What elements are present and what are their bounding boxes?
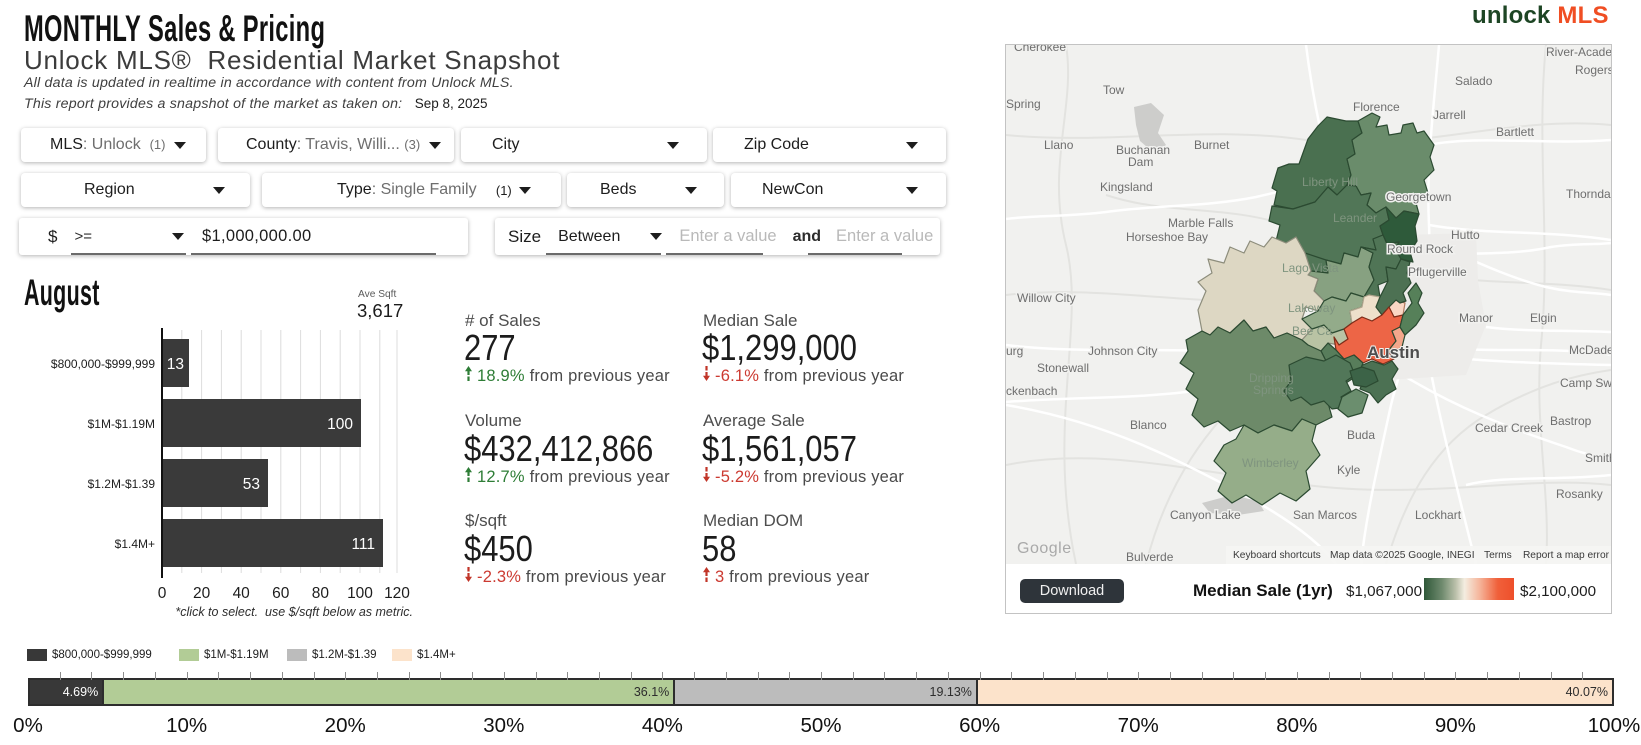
svg-text:100: 100 [347, 585, 373, 602]
svg-text:Map data ©2025 Google, INEGI: Map data ©2025 Google, INEGI [1330, 550, 1475, 561]
svg-text:Lockhart: Lockhart [1415, 508, 1462, 522]
svg-text:Round Rock: Round Rock [1387, 242, 1454, 256]
svg-text:ckenbach: ckenbach [1006, 384, 1057, 398]
svg-text:Austin: Austin [1367, 343, 1420, 362]
svg-text:Springs: Springs [1253, 383, 1294, 397]
svg-text:40: 40 [233, 585, 251, 602]
svg-text:$1M-$1.19M: $1M-$1.19M [88, 417, 155, 431]
svg-text:$1.4M+: $1.4M+ [115, 537, 155, 551]
svg-text:Cherokee: Cherokee [1014, 45, 1066, 54]
svg-text:Bulverde: Bulverde [1126, 550, 1174, 564]
svg-text:120: 120 [384, 585, 410, 602]
svg-text:Wimberley: Wimberley [1242, 456, 1299, 470]
svg-text:*click to select. use $/sqft: *click to select. use $/sqft below as me… [175, 605, 413, 619]
svg-text:Camp Swift: Camp Swift [1560, 376, 1611, 390]
svg-text:Terms: Terms [1484, 550, 1512, 561]
svg-text:Blanco: Blanco [1130, 418, 1167, 432]
svg-text:20: 20 [193, 585, 211, 602]
svg-text:San Marcos: San Marcos [1293, 508, 1357, 522]
svg-text:River-Academy: River-Academy [1546, 45, 1611, 59]
svg-text:Kingsland: Kingsland [1100, 180, 1153, 194]
svg-text:Johnson City: Johnson City [1088, 344, 1157, 358]
svg-text:80: 80 [312, 585, 330, 602]
svg-text:Burnet: Burnet [1194, 138, 1230, 152]
svg-text:Llano: Llano [1044, 138, 1074, 152]
svg-text:Rogers: Rogers [1575, 63, 1611, 77]
svg-text:Horseshoe Bay: Horseshoe Bay [1126, 230, 1208, 244]
svg-text:Thorndal: Thorndal [1566, 187, 1611, 201]
svg-text:Report a map error: Report a map error [1523, 550, 1610, 561]
svg-text:13: 13 [167, 356, 184, 373]
svg-text:Spring: Spring [1006, 97, 1041, 111]
svg-text:0: 0 [158, 585, 167, 602]
svg-text:Florence: Florence [1353, 100, 1400, 114]
svg-text:Marble Falls: Marble Falls [1168, 216, 1233, 230]
svg-text:Dripping: Dripping [1249, 371, 1294, 385]
svg-text:urg: urg [1006, 344, 1023, 358]
svg-text:Buda: Buda [1347, 428, 1375, 442]
svg-text:Georgetown: Georgetown [1386, 190, 1451, 204]
svg-text:100: 100 [327, 416, 353, 433]
svg-text:Lakeway: Lakeway [1288, 301, 1335, 315]
svg-text:60: 60 [272, 585, 290, 602]
svg-text:Stonewall: Stonewall [1037, 361, 1089, 375]
svg-text:Hutto: Hutto [1451, 228, 1480, 242]
svg-text:Salado: Salado [1455, 74, 1493, 88]
svg-text:Elgin: Elgin [1530, 311, 1557, 325]
svg-text:Buchanan: Buchanan [1116, 143, 1170, 157]
svg-text:Canyon Lake: Canyon Lake [1170, 508, 1241, 522]
svg-text:Manor: Manor [1459, 311, 1493, 325]
svg-text:Liberty Hill: Liberty Hill [1302, 175, 1358, 189]
svg-text:Bastrop: Bastrop [1550, 414, 1592, 428]
svg-text:$1.2M-$1.39: $1.2M-$1.39 [88, 477, 156, 491]
svg-text:Dam: Dam [1128, 155, 1153, 169]
svg-text:53: 53 [243, 476, 260, 493]
svg-text:Willow City: Willow City [1017, 291, 1076, 305]
svg-text:Lago Vista: Lago Vista [1282, 261, 1339, 275]
svg-text:Smith: Smith [1585, 451, 1611, 465]
svg-text:Pflugerville: Pflugerville [1408, 265, 1467, 279]
svg-text:Bee Ca: Bee Ca [1292, 324, 1332, 338]
svg-text:Keyboard shortcuts: Keyboard shortcuts [1233, 550, 1321, 561]
svg-text:Google: Google [1017, 540, 1072, 557]
svg-text:Kyle: Kyle [1337, 463, 1361, 477]
svg-text:McDade: McDade [1569, 343, 1611, 357]
svg-text:Tow: Tow [1103, 83, 1125, 97]
svg-text:Bartlett: Bartlett [1496, 125, 1535, 139]
svg-text:Cedar Creek: Cedar Creek [1475, 421, 1544, 435]
svg-text:Rosanky: Rosanky [1556, 487, 1603, 501]
svg-text:111: 111 [351, 536, 375, 553]
svg-text:Leander: Leander [1333, 211, 1377, 225]
svg-text:Jarrell: Jarrell [1433, 108, 1466, 122]
svg-text:$800,000-$999,999: $800,000-$999,999 [51, 357, 155, 371]
